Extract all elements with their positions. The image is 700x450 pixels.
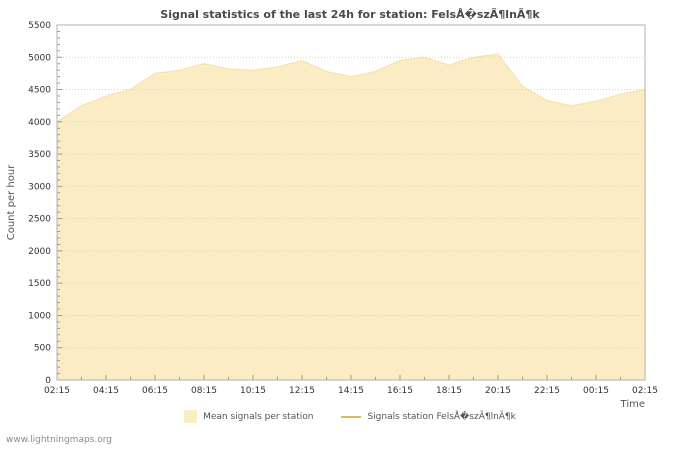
- svg-text:Time: Time: [620, 399, 645, 410]
- svg-text:02:15: 02:15: [44, 386, 70, 396]
- svg-text:14:15: 14:15: [338, 386, 364, 396]
- legend-item-station: Signals station FelsÅ�szÃ¶lnÃ¶k: [341, 411, 516, 422]
- svg-text:500: 500: [34, 344, 51, 354]
- svg-text:10:15: 10:15: [240, 386, 266, 396]
- svg-text:16:15: 16:15: [387, 386, 413, 396]
- chart-title: Signal statistics of the last 24h for st…: [160, 8, 540, 21]
- area-swatch-icon: [184, 410, 198, 423]
- legend-label-mean: Mean signals per station: [203, 411, 314, 422]
- svg-text:5500: 5500: [28, 21, 51, 31]
- legend-item-mean: Mean signals per station: [184, 410, 313, 423]
- svg-text:0: 0: [45, 376, 51, 386]
- svg-text:3500: 3500: [28, 150, 51, 160]
- line-swatch-icon: [341, 415, 362, 418]
- svg-text:02:15: 02:15: [632, 386, 658, 396]
- svg-text:5000: 5000: [28, 53, 51, 63]
- svg-text:18:15: 18:15: [436, 386, 462, 396]
- legend-label-station: Signals station FelsÅ�szÃ¶lnÃ¶k: [367, 411, 516, 422]
- svg-text:20:15: 20:15: [485, 386, 511, 396]
- svg-text:1500: 1500: [28, 279, 51, 289]
- svg-text:08:15: 08:15: [191, 386, 217, 396]
- svg-text:00:15: 00:15: [583, 386, 609, 396]
- svg-text:4500: 4500: [28, 86, 51, 96]
- footer-link[interactable]: www.lightningmaps.org: [6, 435, 112, 445]
- svg-text:06:15: 06:15: [142, 386, 168, 396]
- svg-text:2500: 2500: [28, 215, 51, 225]
- svg-text:1000: 1000: [28, 312, 51, 322]
- svg-text:2000: 2000: [28, 247, 51, 257]
- svg-text:4000: 4000: [28, 118, 51, 128]
- svg-text:Count per hour: Count per hour: [6, 164, 17, 240]
- svg-text:22:15: 22:15: [534, 386, 560, 396]
- svg-text:3000: 3000: [28, 182, 51, 192]
- chart-legend: Mean signals per station Signals station…: [0, 410, 700, 423]
- svg-text:12:15: 12:15: [289, 386, 315, 396]
- svg-text:04:15: 04:15: [93, 386, 119, 396]
